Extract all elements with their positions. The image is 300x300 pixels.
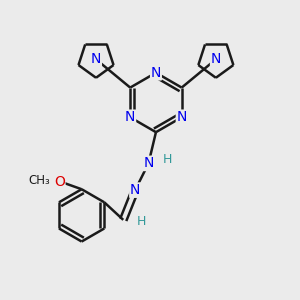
Text: N: N	[176, 110, 187, 124]
Text: N: N	[143, 156, 154, 170]
Text: H: H	[136, 215, 146, 228]
Text: O: O	[54, 175, 65, 189]
Text: N: N	[130, 183, 140, 197]
Text: N: N	[91, 52, 101, 66]
Text: N: N	[125, 110, 135, 124]
Text: N: N	[151, 66, 161, 80]
Text: N: N	[211, 52, 221, 66]
Text: CH₃: CH₃	[28, 174, 50, 187]
Text: H: H	[163, 153, 172, 166]
